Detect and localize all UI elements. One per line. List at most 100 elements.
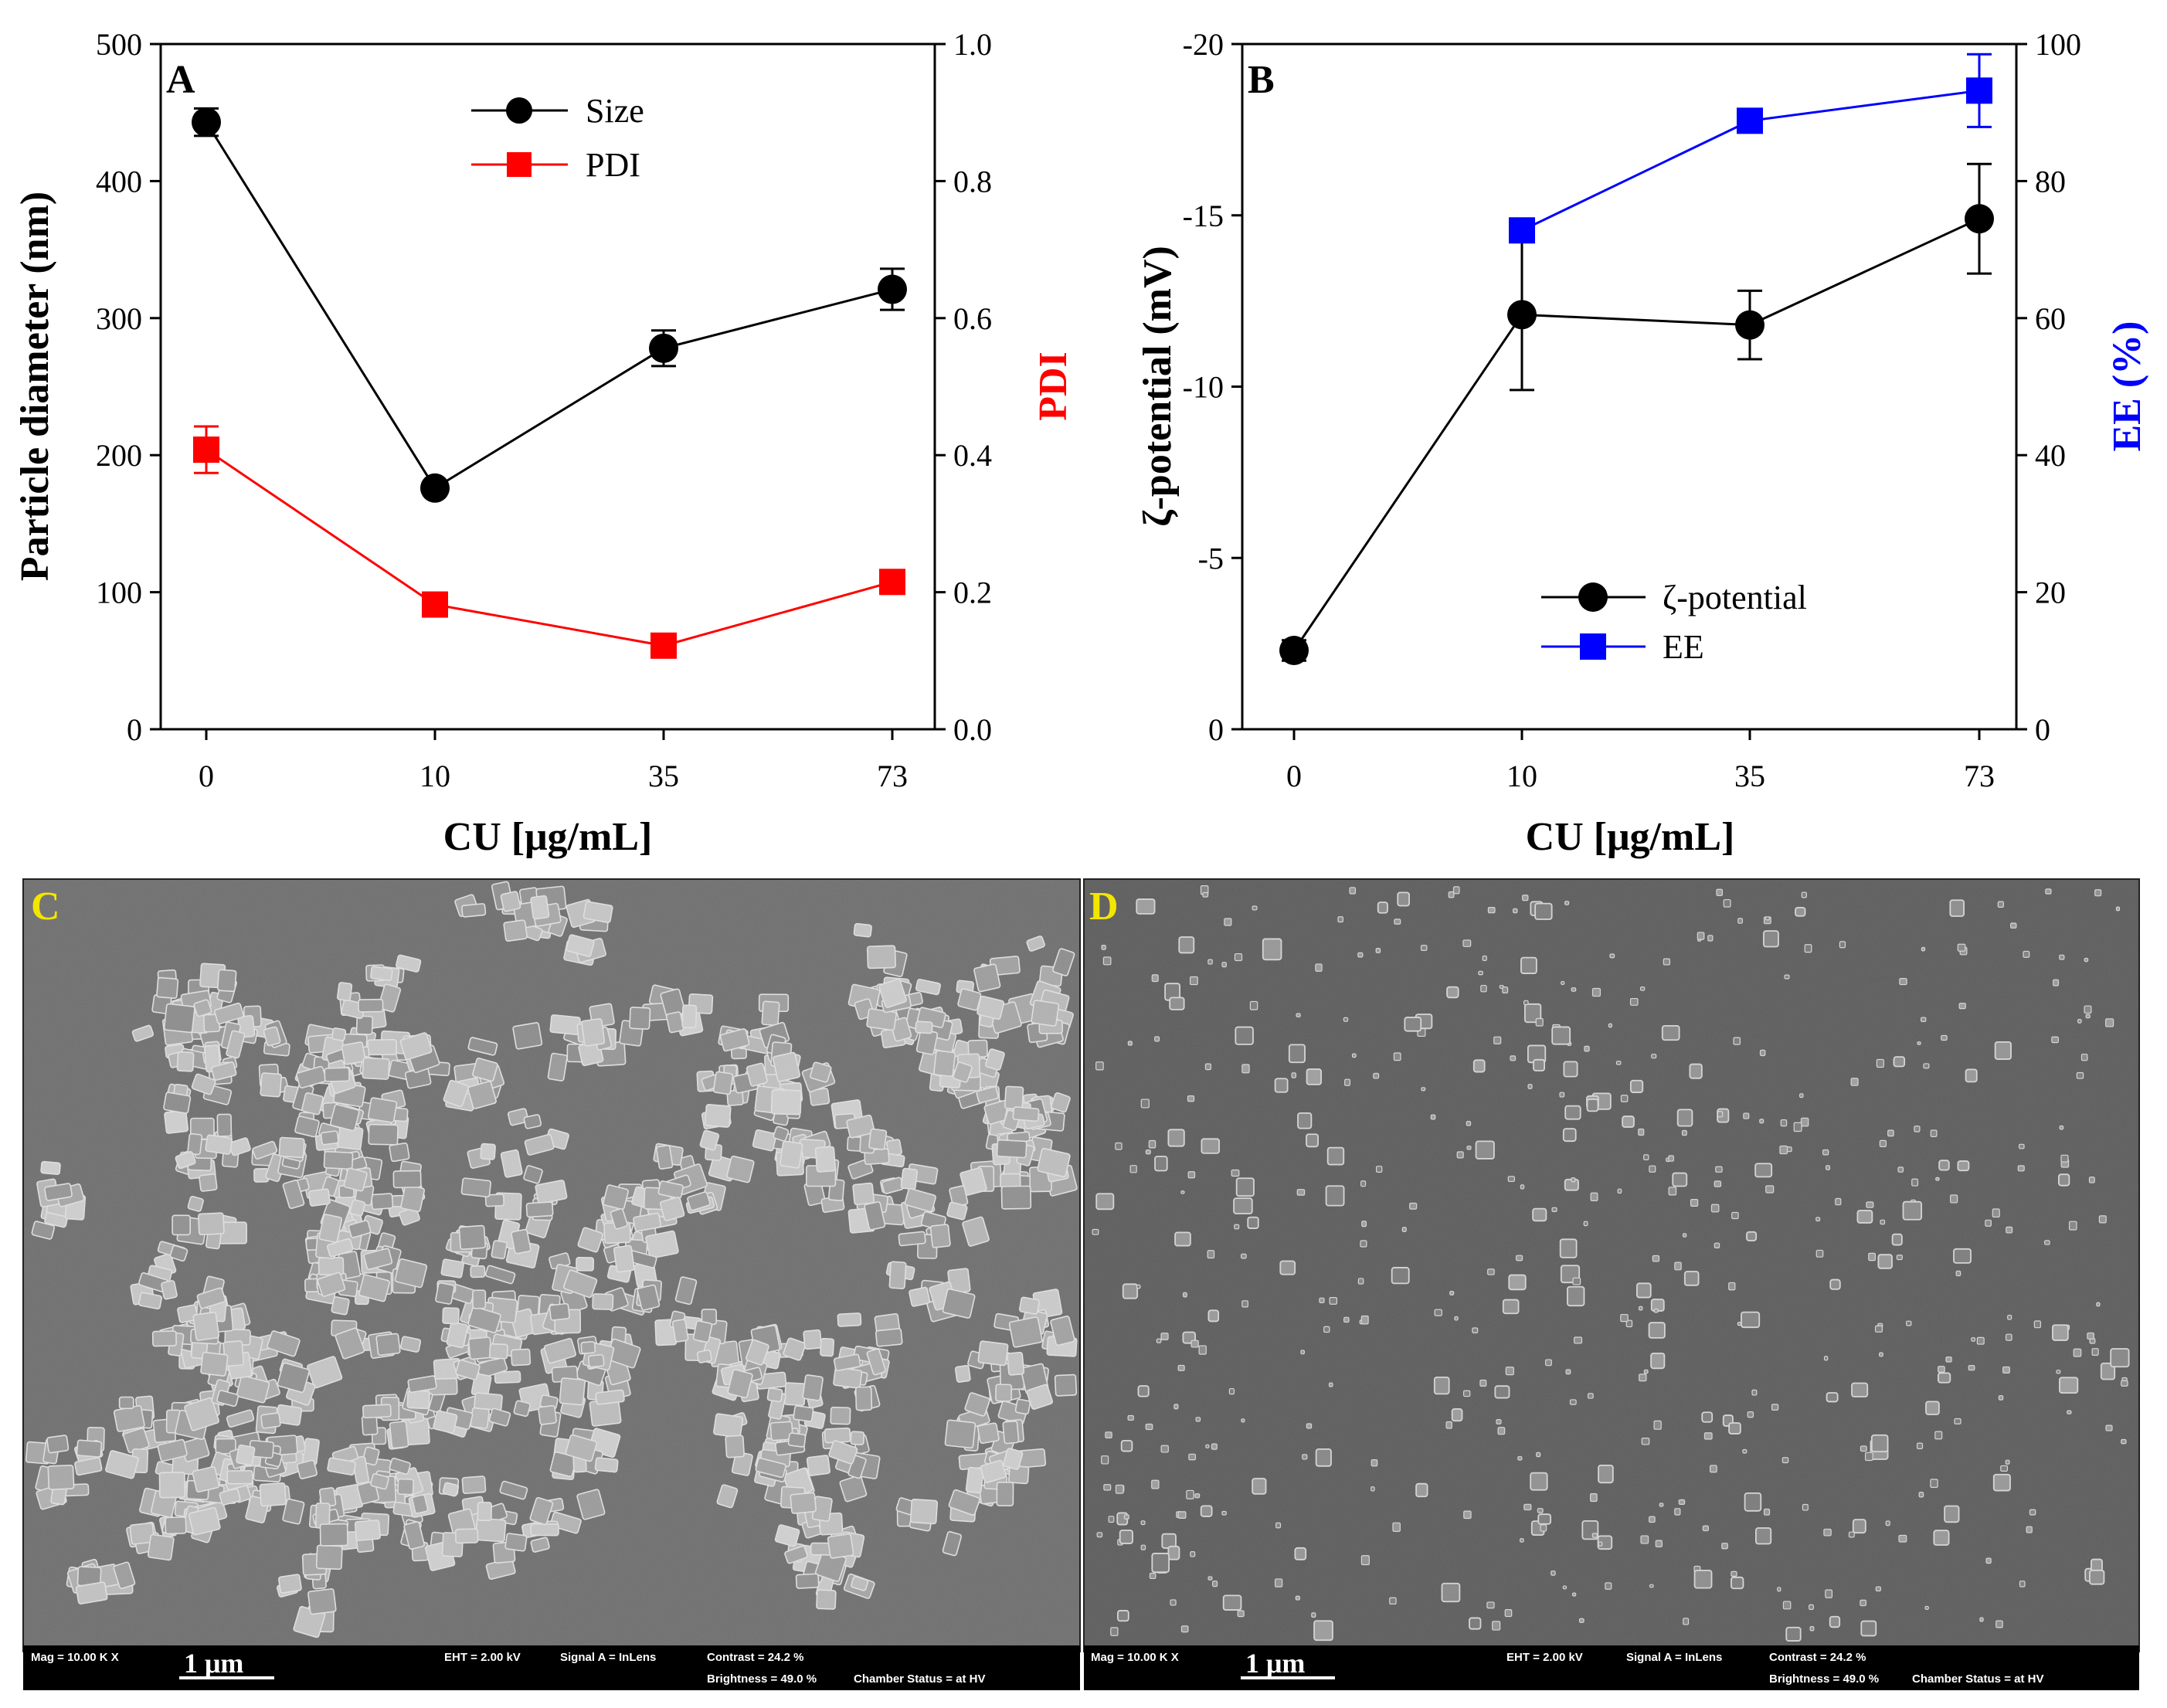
panel-a-xtick-label: 10 bbox=[419, 759, 450, 793]
panel-a-point-pdi bbox=[650, 632, 677, 659]
panel-d-info-bar: Mag = 10.00 K X 1 μm EHT = 2.00 kV Signa… bbox=[1084, 1645, 2139, 1690]
panel-a-ytick-label: 200 bbox=[96, 438, 142, 473]
panel-d-letter: D bbox=[1089, 885, 1119, 929]
panel-b-x-axis: 0 10 35 73 bbox=[1286, 729, 1995, 793]
legend-zeta-marker bbox=[1578, 582, 1608, 612]
panel-b-frame bbox=[1241, 42, 2018, 731]
legend-ee-label: EE bbox=[1663, 628, 1704, 666]
legend-ee-marker bbox=[1580, 633, 1606, 660]
panel-d-mag: Mag = 10.00 K X bbox=[1091, 1651, 1179, 1664]
panel-c-info-bar: Mag = 10.00 K X 1 μm EHT = 2.00 kV Signa… bbox=[23, 1645, 1080, 1690]
panel-d-chamber: Chamber Status = at HV bbox=[1912, 1672, 2043, 1686]
panel-c-mag: Mag = 10.00 K X bbox=[31, 1651, 119, 1664]
panel-c-scale-label: 1 μm bbox=[184, 1648, 243, 1679]
panel-a-y2tick-label: 1.0 bbox=[953, 27, 992, 62]
panel-b-y2tick-label: 20 bbox=[2035, 576, 2066, 610]
panel-a-y2label: PDI bbox=[1031, 351, 1075, 421]
panel-b-ytick-label: -5 bbox=[1198, 541, 1224, 576]
panel-b-ytick-label: -10 bbox=[1183, 370, 1224, 405]
panel-a-line-size bbox=[205, 121, 893, 490]
panel-a-legend: Size PDI bbox=[471, 92, 644, 184]
panel-c-info-bg bbox=[23, 1645, 1080, 1690]
panel-a-xtick-label: 73 bbox=[877, 759, 908, 793]
panel-b-point-potential bbox=[1279, 635, 1309, 665]
legend-size-label: Size bbox=[586, 92, 644, 130]
panel-b-left-axis: 0 -5 -10 -15 -20 bbox=[1183, 27, 1242, 747]
panel-b-xtick-label: 35 bbox=[1734, 759, 1765, 793]
panel-a-point-pdi bbox=[193, 436, 219, 464]
panel-b-ytick-label: 0 bbox=[1208, 712, 1224, 747]
panel-a-ylabel: Particle diameter (nm) bbox=[13, 192, 57, 581]
panel-b-point-potential bbox=[1735, 310, 1765, 340]
panel-b-xtick-label: 0 bbox=[1286, 759, 1302, 793]
panel-a-y2tick-label: 0.2 bbox=[953, 576, 992, 610]
panel-a-left-axis: 0 100 200 300 400 500 bbox=[96, 27, 161, 747]
panel-a-point-size bbox=[420, 473, 450, 503]
panel-a-series bbox=[192, 107, 907, 659]
panel-a-y2tick-label: 0.8 bbox=[953, 164, 992, 199]
panel-a-point-size bbox=[649, 333, 678, 363]
panel-b-y2tick-label: 40 bbox=[2035, 438, 2066, 473]
panel-b-y2label: EE (%) bbox=[2105, 321, 2149, 452]
panel-a-letter: A bbox=[166, 58, 195, 102]
panel-b-xtick-label: 73 bbox=[1964, 759, 1995, 793]
panel-d-signal: Signal A = InLens bbox=[1626, 1651, 1722, 1664]
panel-a-ytick-label: 300 bbox=[96, 301, 142, 336]
panel-a-point-size bbox=[192, 107, 221, 138]
panel-c-brightness: Brightness = 49.0 % bbox=[707, 1672, 817, 1686]
panel-b-y2tick-label: 80 bbox=[2035, 164, 2066, 199]
panel-b-point-ee bbox=[1509, 217, 1535, 244]
panel-a-y2tick-label: 0.0 bbox=[953, 712, 992, 747]
panel-b-xlabel: CU [μg/mL] bbox=[1526, 815, 1735, 859]
panel-a-ytick-label: 400 bbox=[96, 164, 142, 199]
panel-b-ylabel: ζ-potential (mV) bbox=[1136, 246, 1180, 527]
panel-a-xtick-label: 0 bbox=[199, 759, 214, 793]
panel-b-y2tick-label: 0 bbox=[2035, 712, 2050, 747]
panel-a-y2tick-label: 0.6 bbox=[953, 301, 992, 336]
panel-b-point-ee bbox=[1737, 107, 1763, 134]
panel-a-y2tick-label: 0.4 bbox=[953, 438, 992, 473]
panel-c-chamber: Chamber Status = at HV bbox=[854, 1672, 985, 1686]
panel-a: A 0 100 200 300 400 500 0.0 0.2 0.4 0.6 0.8 1.0 0 1… bbox=[13, 27, 1075, 859]
panel-a-point-pdi bbox=[422, 591, 448, 618]
panel-b-series bbox=[1279, 53, 1994, 665]
legend-pdi-label: PDI bbox=[586, 146, 640, 184]
panel-d-eht: EHT = 2.00 kV bbox=[1506, 1651, 1583, 1664]
panel-c-letter: C bbox=[31, 885, 60, 929]
panel-b-point-potential bbox=[1965, 204, 1994, 234]
panel-d-info-bg bbox=[1084, 1645, 2139, 1690]
panel-a-ytick-label: 500 bbox=[96, 27, 142, 62]
panel-b-ytick-label: -15 bbox=[1183, 199, 1224, 233]
panel-a-ytick-label: 0 bbox=[127, 712, 142, 747]
legend-pdi-marker bbox=[507, 152, 532, 177]
panel-c-signal: Signal A = InLens bbox=[560, 1651, 656, 1664]
panel-b-legend: ζ-potential EE bbox=[1541, 579, 1807, 666]
panel-b-point-potential bbox=[1507, 300, 1537, 330]
panel-c-eht: EHT = 2.00 kV bbox=[444, 1651, 521, 1664]
panel-b-letter: B bbox=[1248, 58, 1275, 102]
panel-a-line-pdi bbox=[205, 448, 893, 647]
panel-c-contrast: Contrast = 24.2 % bbox=[707, 1651, 803, 1664]
panel-d-sem-image: D Mag = 10.00 K X 1 μm EHT = 2.00 kV Sig… bbox=[1083, 878, 2140, 1690]
panel-d-grain bbox=[1084, 879, 2139, 1652]
legend-zeta-label: ζ-potential bbox=[1663, 579, 1807, 616]
panel-a-xlabel: CU [μg/mL] bbox=[443, 815, 653, 859]
panel-d-contrast: Contrast = 24.2 % bbox=[1769, 1651, 1866, 1664]
panel-a-point-pdi bbox=[879, 569, 905, 596]
panel-d-brightness: Brightness = 49.0 % bbox=[1769, 1672, 1879, 1686]
panel-b-y2tick-label: 100 bbox=[2035, 27, 2081, 62]
panel-b: B 0 -5 -10 -15 -20 0 20 40 60 80 100 0 10 35 73 CU [… bbox=[1136, 27, 2149, 859]
legend-size-marker bbox=[506, 97, 532, 124]
panel-c-sem-image: C Mag = 10.00 K X 1 μm EHT = 2.00 kV Sig… bbox=[22, 878, 1081, 1690]
panel-b-ytick-label: -20 bbox=[1183, 27, 1224, 62]
panel-c-grain bbox=[23, 879, 1080, 1652]
panel-b-point-ee bbox=[1966, 77, 1992, 104]
panel-a-xtick-label: 35 bbox=[648, 759, 679, 793]
panel-b-y2tick-label: 60 bbox=[2035, 301, 2066, 336]
panel-a-frame bbox=[159, 42, 936, 731]
panel-b-right-axis: 0 20 40 60 80 100 bbox=[2016, 27, 2081, 747]
panel-a-x-axis: 0 10 35 73 bbox=[199, 729, 908, 793]
panel-a-ytick-label: 100 bbox=[96, 576, 142, 610]
